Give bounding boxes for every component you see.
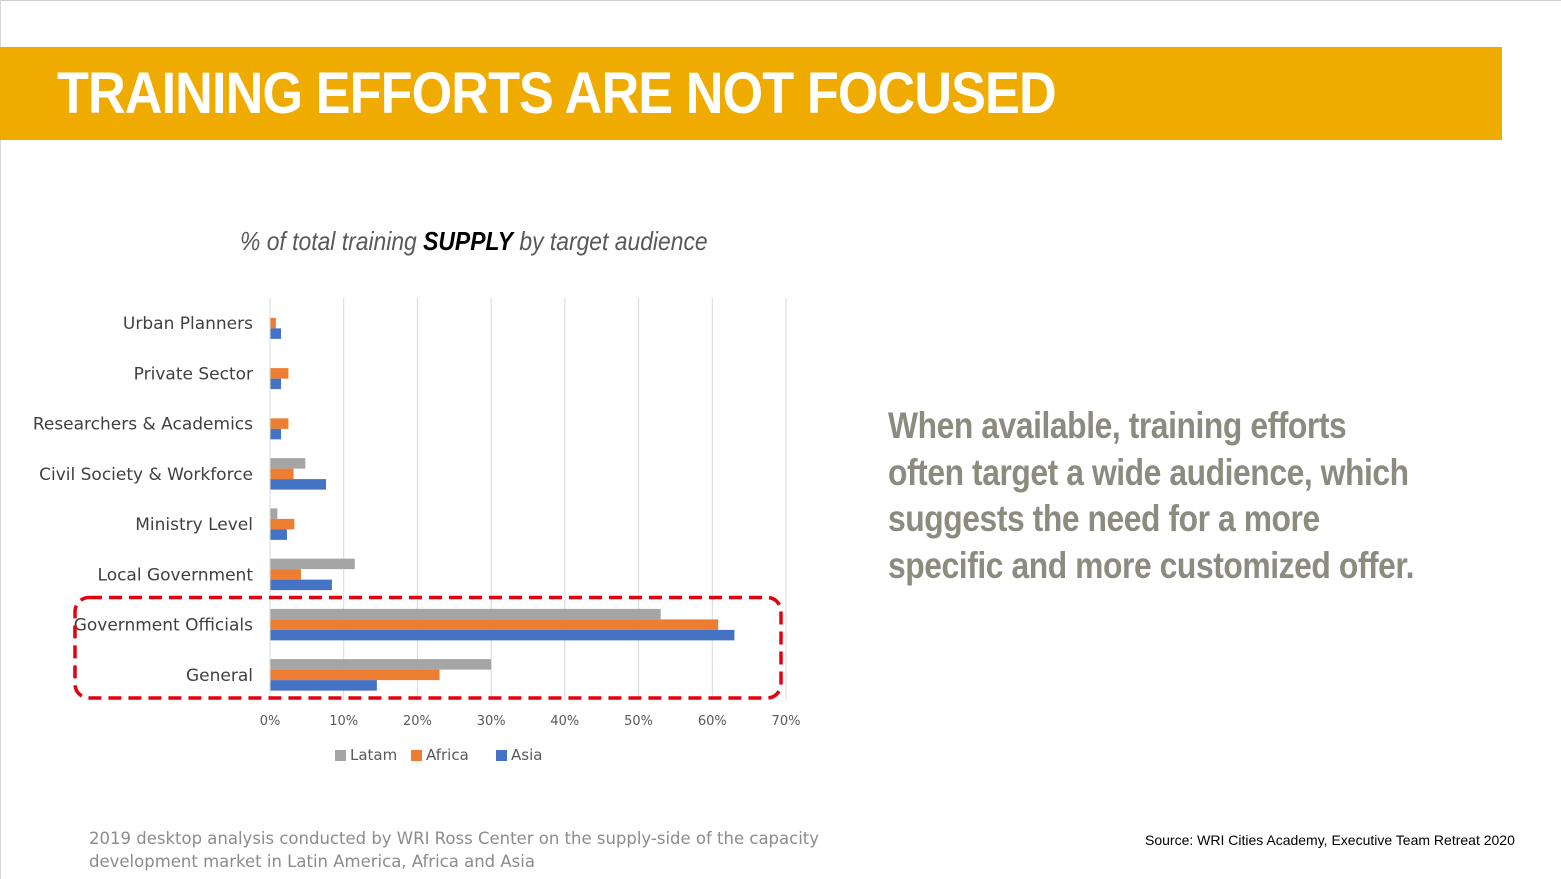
bar-latam — [270, 458, 306, 469]
x-tick-label: 70% — [772, 714, 801, 729]
x-tick-label: 40% — [550, 714, 579, 729]
bar-africa — [270, 518, 295, 530]
x-tick-label: 10% — [329, 714, 358, 729]
chart-title-prefix: % of total training — [240, 226, 424, 256]
bar-asia — [270, 529, 287, 540]
legend-swatch-asia — [496, 750, 507, 761]
legend-label-africa: Africa — [426, 746, 469, 764]
legend-swatch-latam — [335, 750, 346, 761]
category-label: General — [186, 666, 253, 686]
bar-chart: 0% 10% 20% 30% 40% 50% 60% 70% Urban Planners Pri… — [33, 298, 801, 764]
bar-asia — [270, 428, 282, 440]
bar-latam — [270, 608, 661, 620]
legend-label-latam: Latam — [350, 746, 397, 764]
category-label: Ministry Level — [135, 515, 253, 535]
category-label: Private Sector — [134, 364, 253, 384]
x-tick-label: 0% — [260, 714, 281, 729]
bar-africa — [270, 418, 289, 429]
slide-title: TRAINING EFFORTS ARE NOT FOCUSED — [57, 61, 1057, 126]
top-border — [0, 0, 1561, 1]
category-label: Researchers & Academics — [33, 415, 253, 435]
category-label: Civil Society & Workforce — [39, 465, 253, 485]
bar-latam — [270, 659, 492, 670]
x-tick-label: 60% — [698, 714, 727, 729]
x-tick-label: 50% — [624, 714, 653, 729]
bar-africa — [270, 569, 301, 580]
highlight-box — [73, 595, 783, 700]
chart-title-emphasis: SUPPLY — [423, 226, 514, 256]
bar-africa — [270, 368, 289, 379]
x-tick-label: 20% — [403, 714, 432, 729]
category-label: Urban Planners — [123, 314, 253, 334]
bar-latam — [270, 558, 355, 570]
x-tick-label: 30% — [477, 714, 506, 729]
left-border — [0, 0, 1, 879]
bar-africa — [270, 619, 719, 630]
bar-asia — [270, 479, 327, 490]
bar-asia — [270, 680, 377, 691]
bar-africa — [270, 317, 276, 329]
side-text: When available, training efforts often t… — [888, 405, 1415, 586]
bar-latam — [270, 508, 278, 519]
bar-africa — [270, 468, 294, 480]
bar-asia — [270, 328, 282, 339]
bar-asia — [270, 579, 332, 591]
chart-title-suffix: by target audience — [513, 226, 708, 256]
legend-label-asia: Asia — [511, 746, 542, 764]
source-note: Source: WRI Cities Academy, Executive Te… — [1145, 832, 1515, 848]
title-bar: TRAINING EFFORTS ARE NOT FOCUSED — [0, 47, 1502, 140]
category-label: Local Government — [98, 565, 254, 585]
bar-africa — [270, 669, 440, 681]
bar-asia — [270, 629, 735, 641]
category-label: Government Officials — [74, 616, 253, 636]
legend-swatch-africa — [411, 750, 422, 761]
footnote: 2019 desktop analysis conducted by WRI R… — [89, 829, 820, 871]
bar-asia — [270, 378, 282, 390]
chart-title: % of total training SUPPLY by target aud… — [240, 226, 768, 257]
